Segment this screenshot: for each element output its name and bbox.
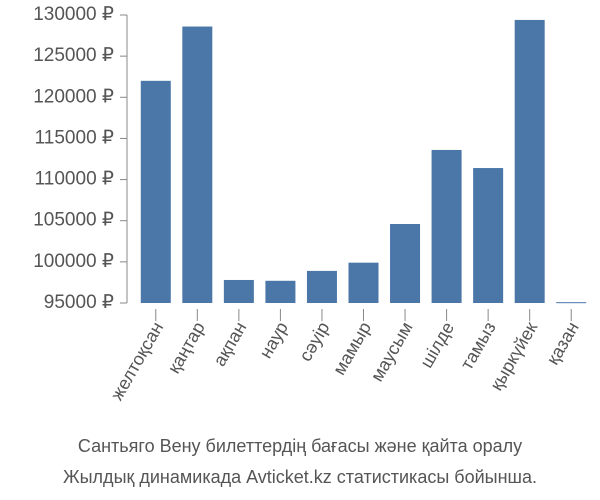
bar [514,19,545,304]
bar [473,168,504,303]
bar [265,280,296,303]
y-tick-label: 105000 ₽ [33,210,114,231]
x-tick-label: тамыз [457,318,500,373]
x-tick-label: сәуір [295,318,333,364]
chart-title: Жылдық динамикада Avticket.kz статистика… [63,467,537,487]
y-tick-label: 100000 ₽ [33,251,114,272]
chart-title: Сантьяго Вену билеттердің бағасы және қа… [78,436,522,456]
bar [182,26,213,304]
x-tick-label: наур [255,318,292,361]
x-tick-label: желтоқсан [107,318,168,403]
y-tick-label: 110000 ₽ [35,169,114,190]
y-tick-label: 115000 ₽ [35,127,114,148]
bar [306,270,337,303]
y-tick-label: 95000 ₽ [44,292,114,313]
y-tick-label: 130000 ₽ [33,4,114,25]
bar [223,279,254,303]
y-tick-label: 120000 ₽ [33,86,114,107]
x-tick-label: ақпан [209,318,250,369]
x-tick-label: қаңтар [164,318,209,376]
x-tick-label: шілде [416,318,458,371]
x-tick-label: мамыр [329,318,375,378]
bar [140,80,171,303]
bar [556,302,587,304]
bar [390,224,421,303]
bar [431,149,462,303]
bar [348,262,379,303]
y-tick-label: 125000 ₽ [33,45,114,66]
x-tick-label: қазан [543,318,583,368]
